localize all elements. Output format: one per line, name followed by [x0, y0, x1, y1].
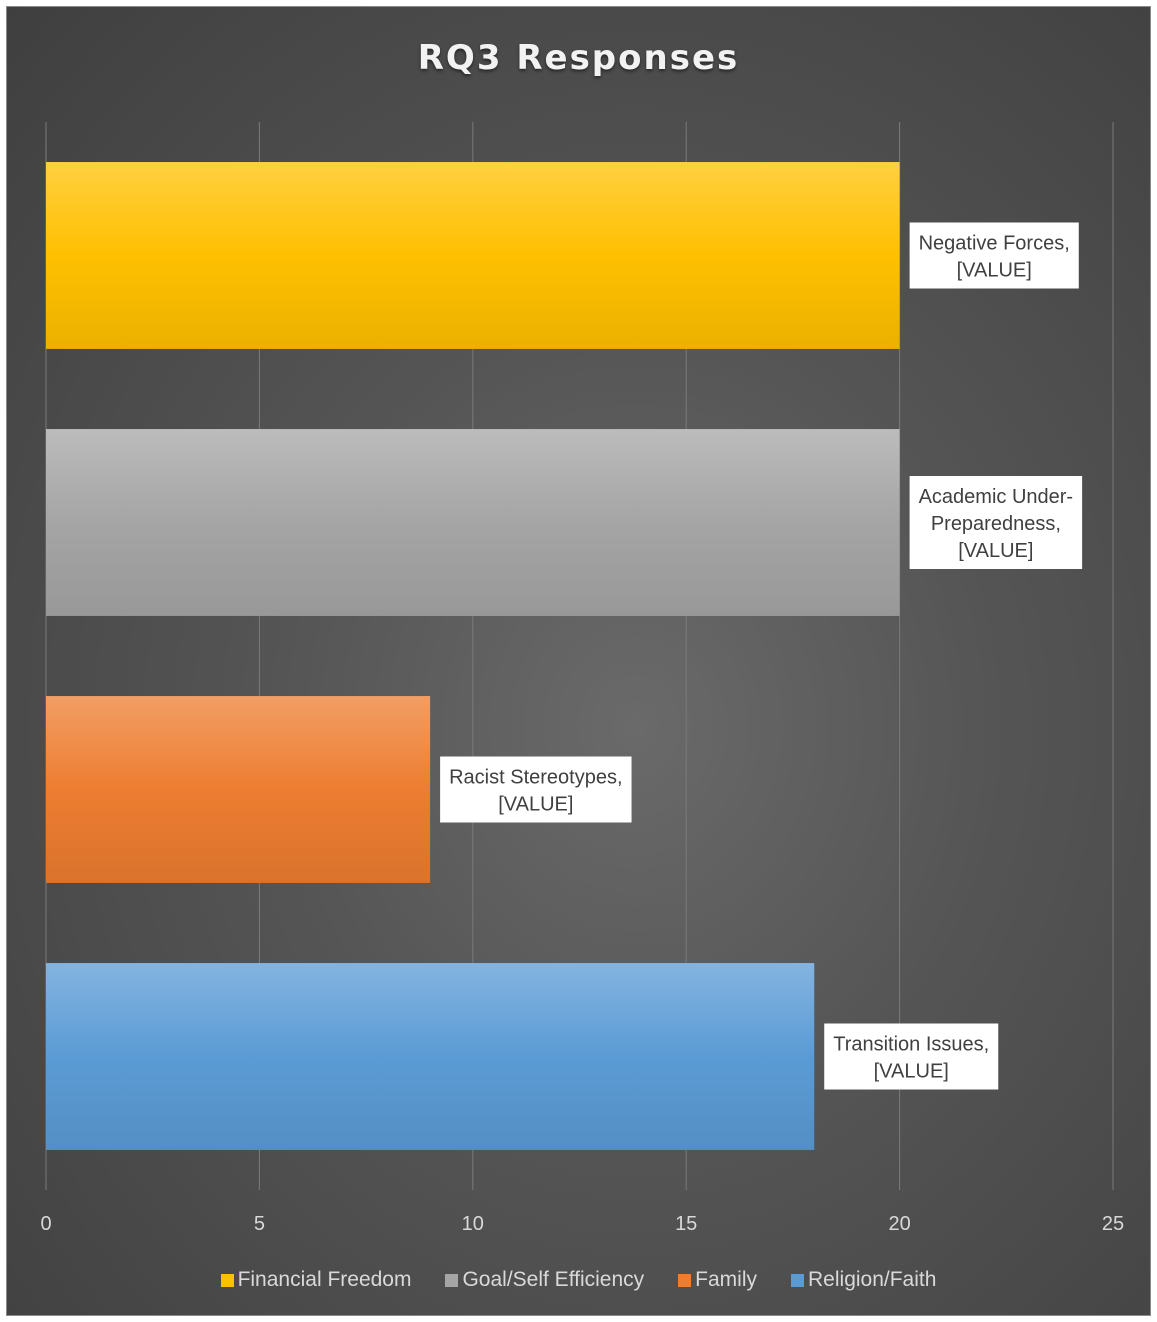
- legend: Financial Freedom Goal/Self Efficiency Fam…: [0, 1268, 1157, 1292]
- legend-item: Financial Freedom: [220, 1268, 412, 1292]
- data-label-line: [VALUE]: [874, 1061, 949, 1083]
- legend-label: Family: [695, 1268, 758, 1291]
- legend-item: Religion/Faith: [791, 1268, 936, 1292]
- legend-label: Goal/Self Efficiency: [462, 1268, 645, 1291]
- data-label: Academic Under- Preparedness, [VALUE]: [909, 476, 1083, 569]
- data-label-line: Negative Forces,: [919, 233, 1070, 255]
- data-label-line: [VALUE]: [498, 794, 573, 816]
- data-label: Negative Forces, [VALUE]: [909, 222, 1079, 289]
- x-tick-label: 25: [1102, 1213, 1124, 1235]
- legend-swatch: [791, 1273, 805, 1287]
- bar-financial-freedom: [46, 162, 900, 349]
- legend-swatch: [220, 1273, 234, 1287]
- data-label-line: [VALUE]: [958, 540, 1033, 562]
- x-tick-label: 15: [675, 1213, 697, 1235]
- legend-swatch: [445, 1273, 459, 1287]
- legend-item: Goal/Self Efficiency: [445, 1268, 644, 1292]
- data-label-line: Racist Stereotypes,: [449, 767, 622, 789]
- data-labels: Negative Forces, [VALUE] Academic Under- Pr…: [440, 222, 1083, 1090]
- x-axis-ticks: 0 5 10 15 20 25: [40, 1213, 1124, 1235]
- x-tick-label: 20: [888, 1213, 910, 1235]
- data-label-box: [824, 1023, 999, 1090]
- legend-swatch: [678, 1273, 692, 1287]
- data-label: Racist Stereotypes, [VALUE]: [440, 756, 632, 823]
- bar-goal-self-efficiency: [46, 429, 900, 616]
- data-label: Transition Issues, [VALUE]: [824, 1023, 999, 1090]
- chart-title: RQ3 Responses: [417, 38, 740, 78]
- legend-item: Family: [678, 1268, 757, 1292]
- x-tick-label: 5: [254, 1213, 265, 1235]
- data-label-line: [VALUE]: [957, 260, 1032, 282]
- legend-label: Financial Freedom: [237, 1268, 412, 1291]
- data-label-line: Preparedness,: [931, 513, 1061, 535]
- data-label-line: Transition Issues,: [833, 1034, 989, 1056]
- legend-label: Religion/Faith: [808, 1268, 937, 1291]
- data-label-box: [909, 476, 1083, 569]
- data-label-box: [440, 756, 632, 823]
- x-tick-label: 10: [462, 1213, 484, 1235]
- x-tick-label: 0: [40, 1213, 51, 1235]
- bar-family: [46, 696, 431, 883]
- bar-religion-faith: [46, 963, 815, 1150]
- bars: [46, 162, 900, 1150]
- data-label-box: [909, 222, 1079, 289]
- data-label-line: Academic Under-: [919, 486, 1074, 508]
